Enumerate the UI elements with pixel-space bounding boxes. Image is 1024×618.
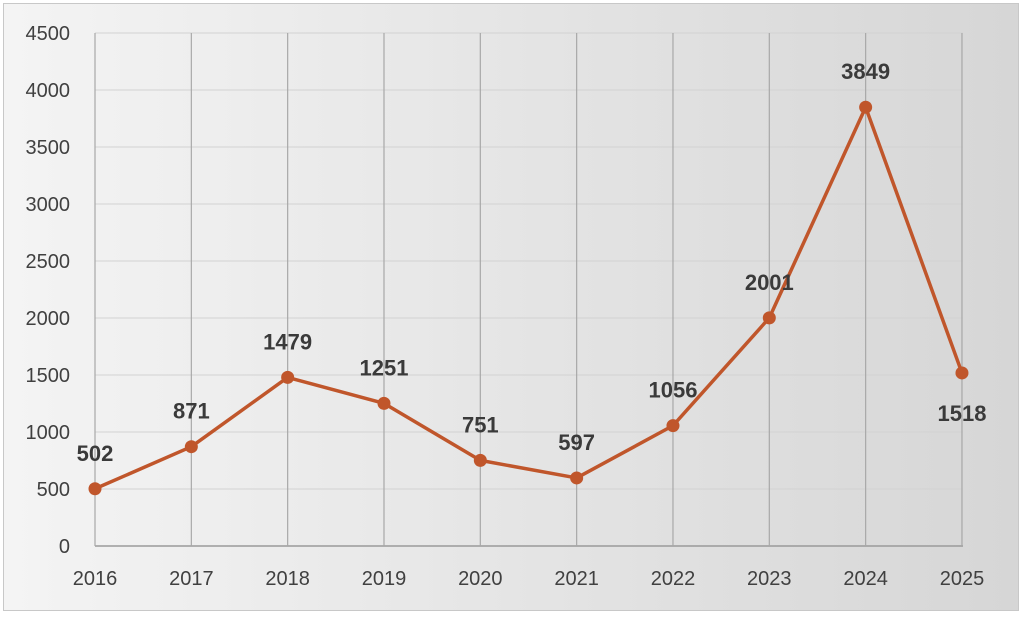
x-tick-label: 2024 [843,568,888,590]
y-tick-label: 2000 [26,308,71,330]
data-point [281,370,295,384]
x-tick-label: 2016 [73,568,118,590]
series-line [93,105,964,491]
data-label: 3849 [841,59,890,84]
data-label: 871 [173,399,210,424]
vertical-gridlines [94,33,963,546]
data-label: 1479 [263,329,312,354]
data-label: 597 [558,430,595,455]
data-label: 1251 [360,355,409,380]
data-label: 1056 [649,378,698,403]
x-tick-label: 2022 [651,568,696,590]
x-tick-label: 2021 [554,568,599,590]
series-line-path [93,105,964,491]
y-tick-label: 1000 [26,422,71,444]
x-tick-label: 2023 [747,568,792,590]
y-tick-label: 4500 [26,23,71,45]
data-label: 2001 [745,270,794,295]
x-tick-label: 2019 [362,568,407,590]
y-tick-label: 1500 [26,365,71,387]
data-point [859,100,873,114]
data-point [570,471,584,485]
data-label: 1518 [937,401,986,426]
data-labels: 502 871 1479 1251 751 597 1056 2001 3849 1518 [77,59,987,466]
y-tick-label: 0 [59,536,70,558]
x-tick-label: 2025 [940,568,985,590]
y-tick-label: 2500 [26,251,71,273]
chart-area [3,3,1019,611]
data-point [473,453,487,467]
data-point [666,419,680,433]
x-tick-label: 2020 [458,568,503,590]
horizontal-gridlines [95,32,963,547]
data-point [762,311,776,325]
x-tick-label: 2017 [169,568,214,590]
y-tick-label: 500 [37,479,70,501]
y-tick-label: 3000 [26,194,71,216]
y-tick-label: 4000 [26,80,71,102]
x-tick-label: 2018 [265,568,310,590]
series-markers [88,100,969,496]
data-label: 751 [462,412,499,437]
data-point [377,396,391,410]
data-point [184,440,198,454]
data-label: 502 [77,441,114,466]
x-axis-ticks: 2016 2017 2018 2019 2020 2021 2022 2023 2024 2025 [73,568,984,590]
y-tick-label: 3500 [26,137,71,159]
data-point [88,482,102,496]
data-point [955,366,969,380]
y-axis-ticks: 0 500 1000 1500 2000 2500 3000 3500 4000 4500 [26,23,71,558]
